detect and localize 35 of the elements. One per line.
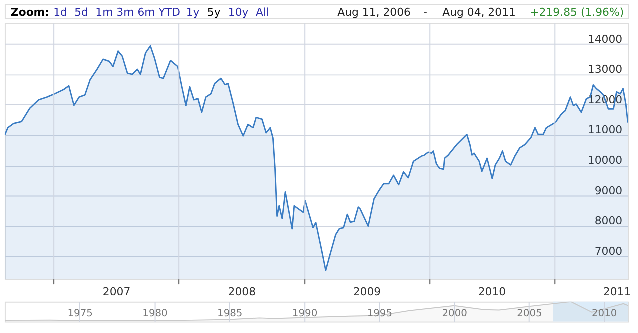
- text: 5y: [207, 6, 222, 20]
- text: 3m: [116, 6, 134, 20]
- x-tick-label: 1985: [218, 308, 243, 320]
- x-tick-label: 2009: [353, 285, 382, 298]
- y-tick-label: 14000: [588, 32, 623, 46]
- text: 1y: [186, 6, 200, 20]
- y-tick-label: 10000: [588, 154, 623, 167]
- x-tick-label: 1995: [367, 308, 393, 320]
- text: YTD: [158, 6, 180, 20]
- x-tick-label: 2010: [592, 308, 618, 320]
- y-tick-label: 9000: [594, 184, 623, 198]
- text: 10y: [228, 6, 250, 20]
- x-tick-label: 2007: [102, 285, 131, 298]
- text: All: [256, 6, 270, 20]
- x-tick-label: 2008: [228, 285, 256, 298]
- x-tick-label: 1980: [142, 308, 168, 320]
- text: Aug 11, 2006: [338, 6, 412, 20]
- text: +219.85 (1.96%): [530, 6, 624, 20]
- text: 6m: [138, 6, 156, 20]
- x-tick-label: 1990: [292, 308, 318, 320]
- text: Zoom:: [10, 6, 50, 20]
- x-tick-label: 2011: [603, 285, 632, 298]
- y-tick-label: 11000: [588, 124, 623, 137]
- x-tick-label: 2000: [442, 308, 468, 320]
- text: 1d: [54, 6, 68, 20]
- y-tick-label: 7000: [594, 244, 623, 258]
- text: 5d: [74, 6, 88, 20]
- x-tick-label: 1975: [68, 308, 93, 320]
- text: Aug 04, 2011: [442, 6, 516, 20]
- y-tick-label: 8000: [594, 214, 623, 228]
- x-tick-label: 2005: [517, 308, 542, 320]
- text: 1m: [96, 6, 114, 20]
- x-tick-label: 2010: [478, 285, 506, 298]
- y-tick-label: 13000: [588, 63, 623, 76]
- text: -: [424, 6, 428, 20]
